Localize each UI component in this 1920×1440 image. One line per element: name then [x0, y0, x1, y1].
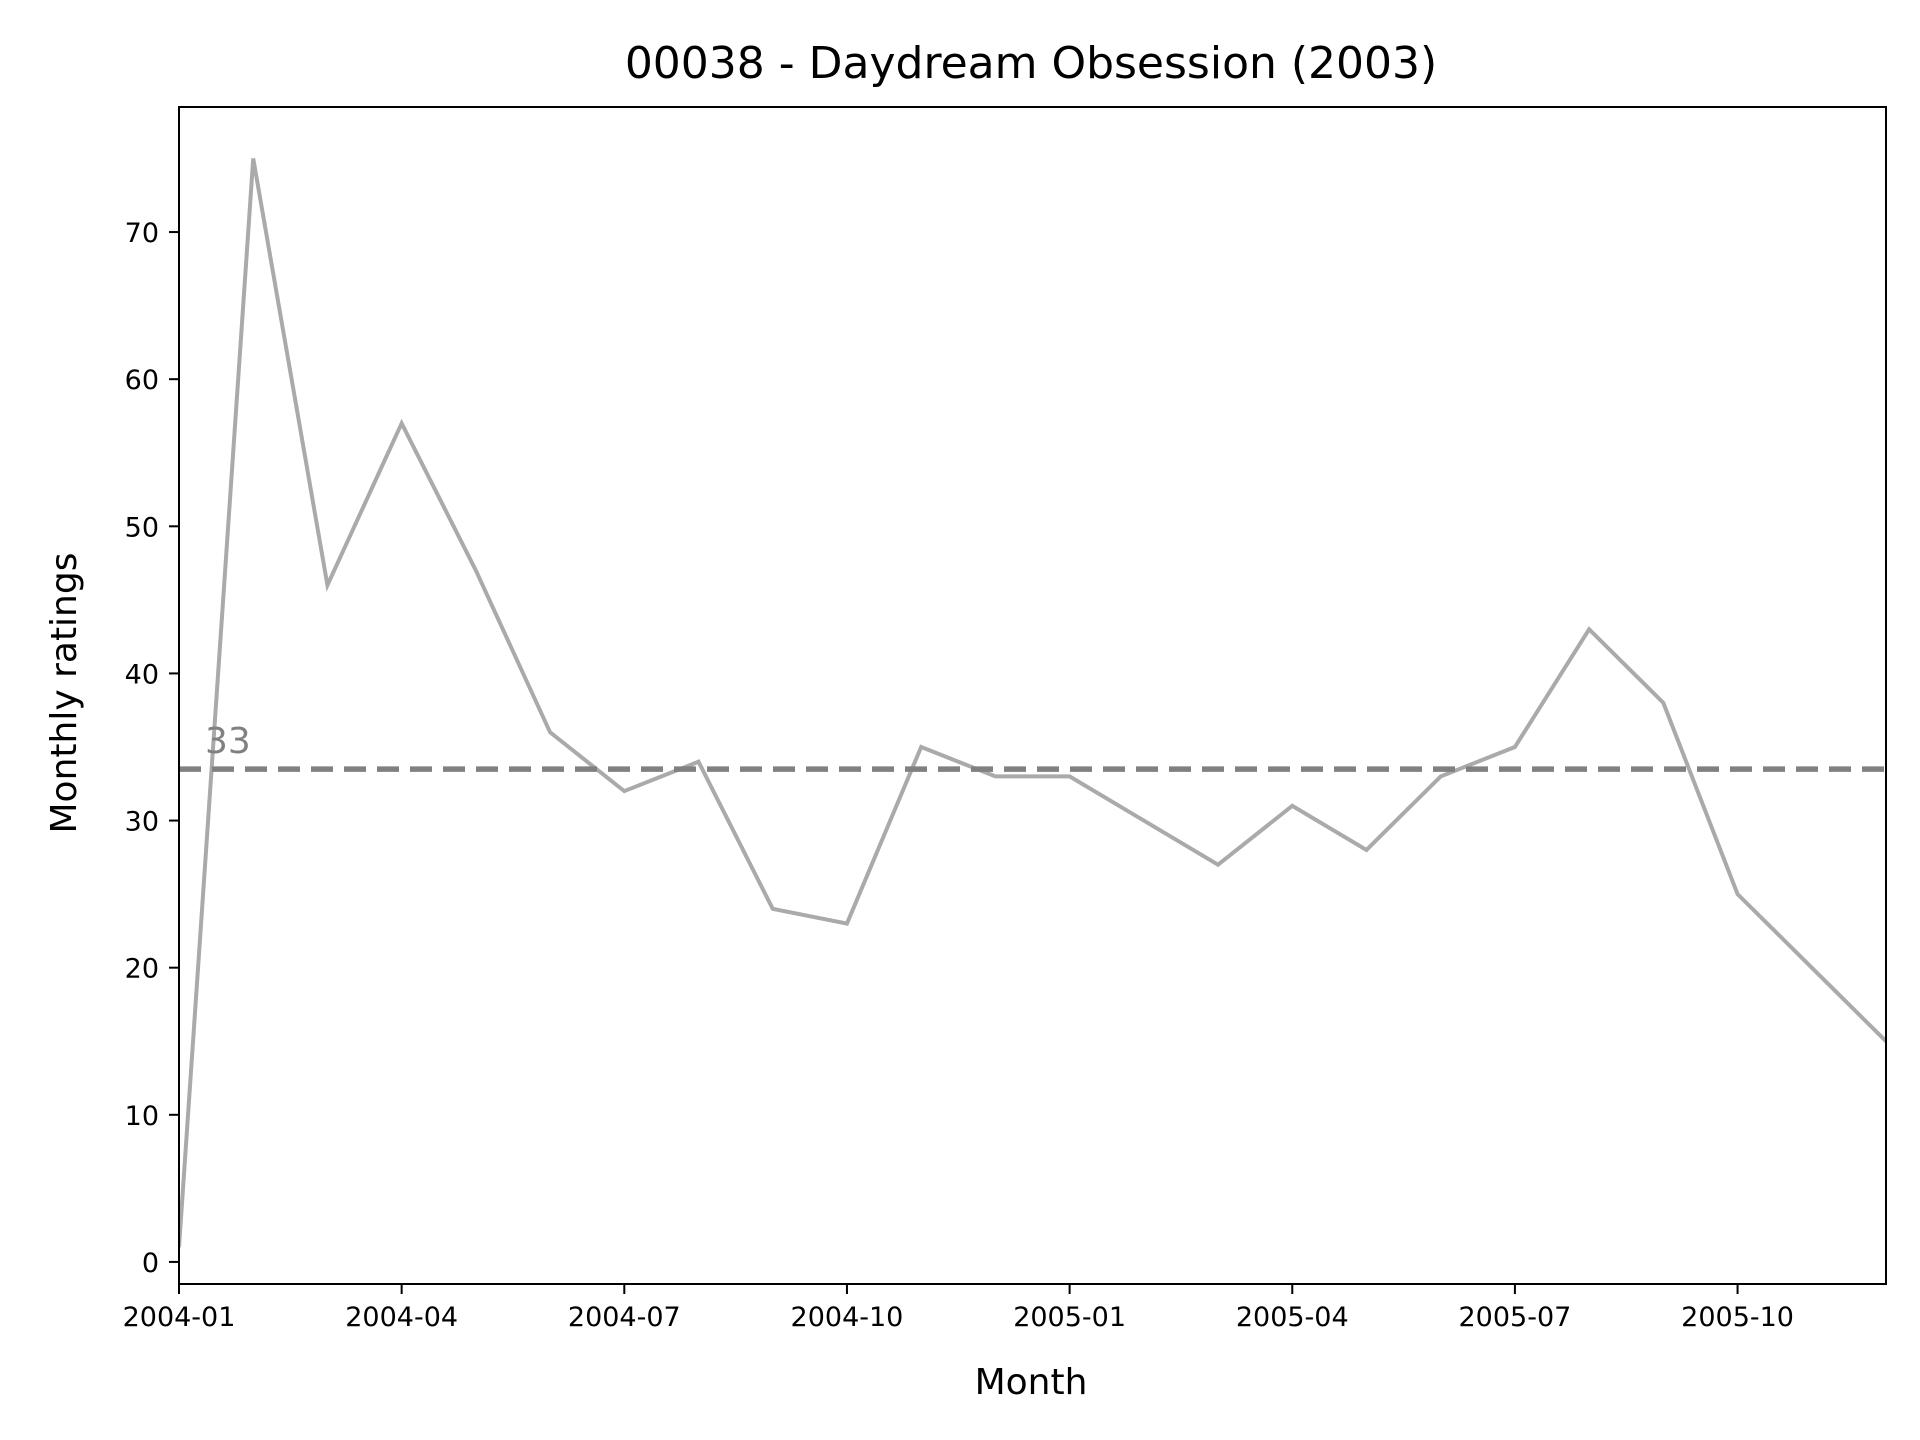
x-tick-label: 2005-04	[1236, 1302, 1349, 1333]
y-axis-label: Monthly ratings	[44, 553, 85, 834]
y-tick-label: 20	[125, 954, 159, 985]
y-tick-label: 40	[125, 659, 159, 690]
plot-frame	[178, 106, 1887, 1285]
x-tick-label: 2004-01	[123, 1302, 236, 1333]
y-axis: 0 10 20 30 40 50 60 70	[125, 218, 179, 1279]
chart-title: 00038 - Daydream Obsession (2003)	[625, 38, 1437, 89]
x-axis-label: Month	[975, 1362, 1088, 1403]
y-tick-label: 30	[125, 807, 159, 838]
x-axis: 2004-01 2004-04 2004-07 2004-10 2005-01 2005-…	[123, 1284, 1794, 1333]
y-tick-label: 70	[125, 218, 159, 249]
y-tick-label: 0	[142, 1248, 159, 1279]
x-tick-label: 2005-01	[1013, 1302, 1126, 1333]
x-tick-label: 2004-07	[568, 1302, 681, 1333]
y-tick-label: 60	[125, 365, 159, 396]
y-tick-label: 50	[125, 512, 159, 543]
x-tick-label: 2005-10	[1681, 1302, 1794, 1333]
x-tick-label: 2004-04	[345, 1302, 458, 1333]
reference-line-label: 33	[205, 721, 251, 762]
y-tick-label: 10	[125, 1101, 159, 1132]
series-line-0	[179, 158, 1886, 1248]
plot-area: 33	[178, 106, 1887, 1285]
x-tick-label: 2004-10	[791, 1302, 904, 1333]
x-tick-label: 2005-07	[1459, 1302, 1572, 1333]
